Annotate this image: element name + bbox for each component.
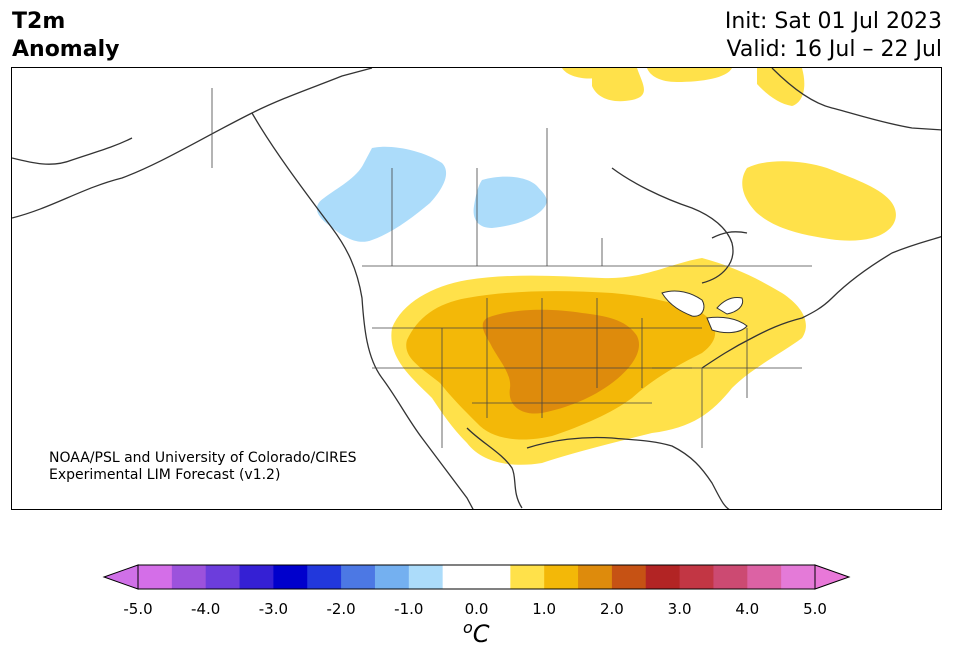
degree-symbol: o	[463, 618, 473, 637]
colorbar-cell	[578, 565, 613, 589]
colorbar-unit: oC	[463, 618, 490, 648]
colorbar-cell	[307, 565, 342, 589]
map-title: T2m Anomaly	[12, 8, 119, 64]
colorbar-tick-label: -3.0	[258, 600, 289, 618]
great-lakes	[661, 290, 748, 334]
colorbar-cell	[679, 565, 714, 589]
colorbar-extend-high	[814, 564, 851, 590]
colorbar-tick-label: -1.0	[394, 600, 424, 618]
colorbar-cell	[442, 565, 477, 589]
warm-anomaly-arctic-3	[647, 68, 732, 82]
title-line-2: Anomaly	[12, 37, 120, 62]
credit-line-2: Experimental LIM Forecast (v1.2)	[49, 467, 281, 483]
colorbar-tick-label: 0.0	[464, 600, 489, 618]
colorbar-cells	[138, 565, 816, 589]
title-line-1: T2m	[12, 9, 66, 34]
political-borders	[211, 88, 812, 448]
colorbar-tick-label: 3.0	[667, 600, 692, 618]
colorbar-tick-label: 4.0	[735, 600, 760, 618]
unit-letter: C	[472, 620, 490, 648]
warm-anomaly-conus-inner	[482, 309, 640, 414]
colorbar-cell	[544, 565, 579, 589]
colorbar-tick-label: 2.0	[599, 600, 624, 618]
colorbar-cell	[747, 565, 782, 589]
colorbar-tick-label: 5.0	[803, 600, 827, 618]
colorbar-outline	[137, 564, 816, 590]
anomaly-map	[12, 68, 941, 509]
colorbar-cell	[645, 565, 681, 589]
colorbar-tick-label: -2.0	[326, 600, 356, 618]
colorbar-cell	[611, 565, 647, 589]
init-date: Init: Sat 01 Jul 2023	[724, 9, 942, 34]
colorbar-tick-label: -5.0	[123, 600, 153, 618]
colorbar-tick-label: -4.0	[191, 600, 221, 618]
cool-anomaly-west-canada	[316, 146, 447, 242]
anomaly-fields	[316, 68, 896, 465]
warm-anomaly-arctic-2	[592, 68, 644, 102]
cool-anomaly-prairies	[473, 176, 547, 228]
forecast-dates: Init: Sat 01 Jul 2023 Valid: 16 Jul – 22…	[725, 8, 942, 64]
colorbar-cell	[205, 565, 241, 589]
colorbar-cell	[510, 565, 545, 589]
colorbar-cell	[171, 565, 207, 589]
warm-anomaly-quebec	[742, 161, 896, 241]
colorbar-cell	[138, 565, 173, 589]
valid-dates: Valid: 16 Jul – 22 Jul	[726, 37, 942, 62]
colorbar-cell	[273, 565, 308, 589]
colorbar-cell	[341, 565, 376, 589]
colorbar	[102, 564, 851, 590]
map-panel	[11, 67, 942, 510]
colorbar-tick-label: 1.0	[532, 600, 557, 618]
credit-text: NOAA/PSL and University of Colorado/CIRE…	[49, 450, 357, 484]
colorbar-cell	[713, 565, 748, 589]
coastlines-and-borders	[12, 68, 941, 509]
colorbar-extend-low	[102, 564, 139, 590]
colorbar-cell	[408, 565, 444, 589]
credit-line-1: NOAA/PSL and University of Colorado/CIRE…	[49, 450, 357, 466]
warm-anomaly-arctic-4	[757, 68, 805, 106]
colorbar-cell	[781, 565, 816, 589]
colorbar-cell	[476, 565, 511, 589]
colorbar-cell	[239, 565, 274, 589]
colorbar-cell	[374, 565, 410, 589]
